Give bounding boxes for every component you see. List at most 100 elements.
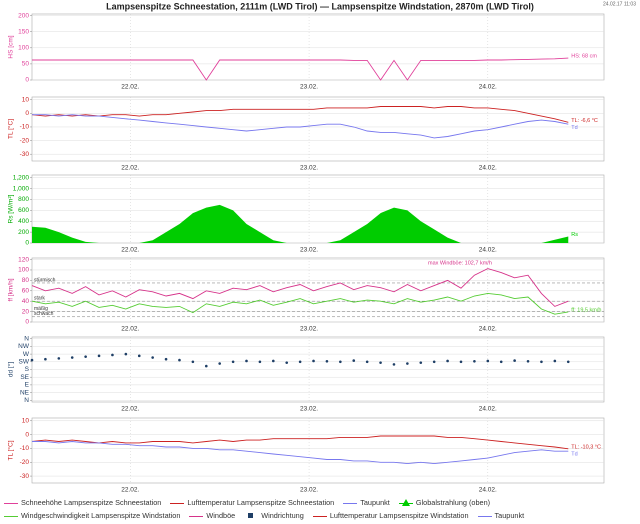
legend-symbol xyxy=(343,502,358,504)
y-axis-label: dd [°] xyxy=(7,362,15,377)
y-tick-label: 100 xyxy=(18,267,29,274)
threshold-label: stürmisch xyxy=(34,277,56,283)
y-tick-label: 200 xyxy=(18,229,29,236)
threshold-label: mäßig xyxy=(34,306,48,312)
point xyxy=(513,359,516,362)
legend-item: Windgeschwindigkeit Lampsenspitze Windst… xyxy=(4,511,180,520)
x-tick-label: 23.02. xyxy=(300,487,318,494)
y-tick-label: 400 xyxy=(18,218,29,225)
y-tick-label: 150 xyxy=(18,28,29,35)
end-label: Rs xyxy=(571,232,578,238)
point xyxy=(365,360,369,364)
end-label: TL: -6,6 °C xyxy=(571,118,598,124)
point xyxy=(352,359,356,362)
end-label: Td xyxy=(571,125,577,131)
legend-item: Windrichtung xyxy=(244,511,304,520)
x-tick-label: 22.02. xyxy=(121,326,139,333)
point xyxy=(325,359,329,363)
point xyxy=(486,359,490,363)
x-tick-label: 23.02. xyxy=(300,165,318,172)
point xyxy=(298,360,302,364)
point xyxy=(499,360,503,364)
point xyxy=(312,359,315,363)
point xyxy=(566,360,570,364)
point xyxy=(231,360,235,364)
timestamp: 24.02.17 11:03 xyxy=(603,1,636,7)
x-tick-label: 22.02. xyxy=(121,247,139,254)
y-axis-label: ff [km/h] xyxy=(8,278,15,301)
threshold-label: schwach xyxy=(34,311,54,317)
y-tick-label: N xyxy=(24,335,29,342)
y-tick-label: 20 xyxy=(22,308,30,315)
point xyxy=(137,354,141,358)
y-tick-label: -20 xyxy=(20,137,30,144)
point xyxy=(97,354,101,358)
legend-symbol xyxy=(189,515,204,517)
legend-label: Taupunkt xyxy=(360,498,390,507)
line xyxy=(31,268,569,307)
y-tick-label: W xyxy=(23,351,30,358)
legend-label: Globalstrahlung (oben) xyxy=(415,498,491,507)
y-tick-label: 60 xyxy=(22,287,30,294)
point xyxy=(84,355,87,358)
x-tick-label: 24.02. xyxy=(479,165,497,172)
point xyxy=(272,359,275,363)
y-tick-label: E xyxy=(25,382,30,389)
plot-area xyxy=(31,417,605,484)
line xyxy=(31,292,569,315)
line xyxy=(32,114,569,139)
y-axis-label: TL [°C] xyxy=(7,119,15,139)
y-tick-label: SE xyxy=(20,374,29,381)
y-tick-label: 40 xyxy=(22,298,30,305)
x-tick-label: 22.02. xyxy=(121,165,139,172)
point xyxy=(339,360,342,364)
point xyxy=(553,359,557,363)
y-tick-label: 10 xyxy=(22,96,30,103)
legend-item: Taupunkt xyxy=(477,511,525,520)
x-tick-label: 22.02. xyxy=(121,487,139,494)
y-tick-label: 200 xyxy=(18,12,29,19)
legend-symbol xyxy=(244,512,258,519)
legend-symbol xyxy=(477,515,492,517)
point xyxy=(379,361,382,364)
y-tick-label: 120 xyxy=(18,256,29,263)
legend-symbol xyxy=(170,502,185,504)
point xyxy=(124,352,128,356)
y-tick-label: -10 xyxy=(20,445,30,452)
end-label: HS: 68 cm xyxy=(571,54,597,60)
legend-label: Windrichtung xyxy=(261,511,304,520)
y-tick-label: NE xyxy=(20,389,30,396)
y-tick-label: 1,200 xyxy=(13,174,30,181)
legend-symbol xyxy=(398,498,413,506)
legend-label: Schneehöhe Lampsenspitze Schneestation xyxy=(21,498,162,507)
y-tick-label: 1,000 xyxy=(13,185,30,192)
point xyxy=(164,357,168,361)
x-tick-label: 22.02. xyxy=(121,84,139,91)
x-tick-label: 23.02. xyxy=(300,84,318,91)
legend-label: Taupunkt xyxy=(494,511,525,520)
y-tick-label: NW xyxy=(18,343,30,350)
point xyxy=(526,359,530,363)
legend-item: Windböe xyxy=(189,511,235,520)
legend-symbol xyxy=(4,502,18,504)
y-tick-label: 600 xyxy=(18,207,29,214)
y-tick-label: -30 xyxy=(20,151,30,158)
line xyxy=(32,57,569,81)
point xyxy=(178,358,181,362)
x-tick-label: 24.02. xyxy=(479,326,497,333)
legend-item: Lufttemperatur Lampsenspitze Windstation xyxy=(312,511,469,520)
y-tick-label: 800 xyxy=(18,196,29,203)
point xyxy=(446,359,449,363)
y-tick-label: 50 xyxy=(22,61,30,68)
point xyxy=(151,356,154,359)
x-tick-label: 24.02. xyxy=(479,84,497,91)
point xyxy=(70,356,74,359)
point xyxy=(245,359,248,363)
point xyxy=(57,357,61,360)
point xyxy=(204,364,208,368)
x-tick-label: 23.02. xyxy=(300,326,318,333)
y-tick-label: -10 xyxy=(20,124,30,131)
y-tick-label: 0 xyxy=(25,77,29,84)
legend-label: Windgeschwindigkeit Lampsenspitze Windst… xyxy=(21,511,181,520)
